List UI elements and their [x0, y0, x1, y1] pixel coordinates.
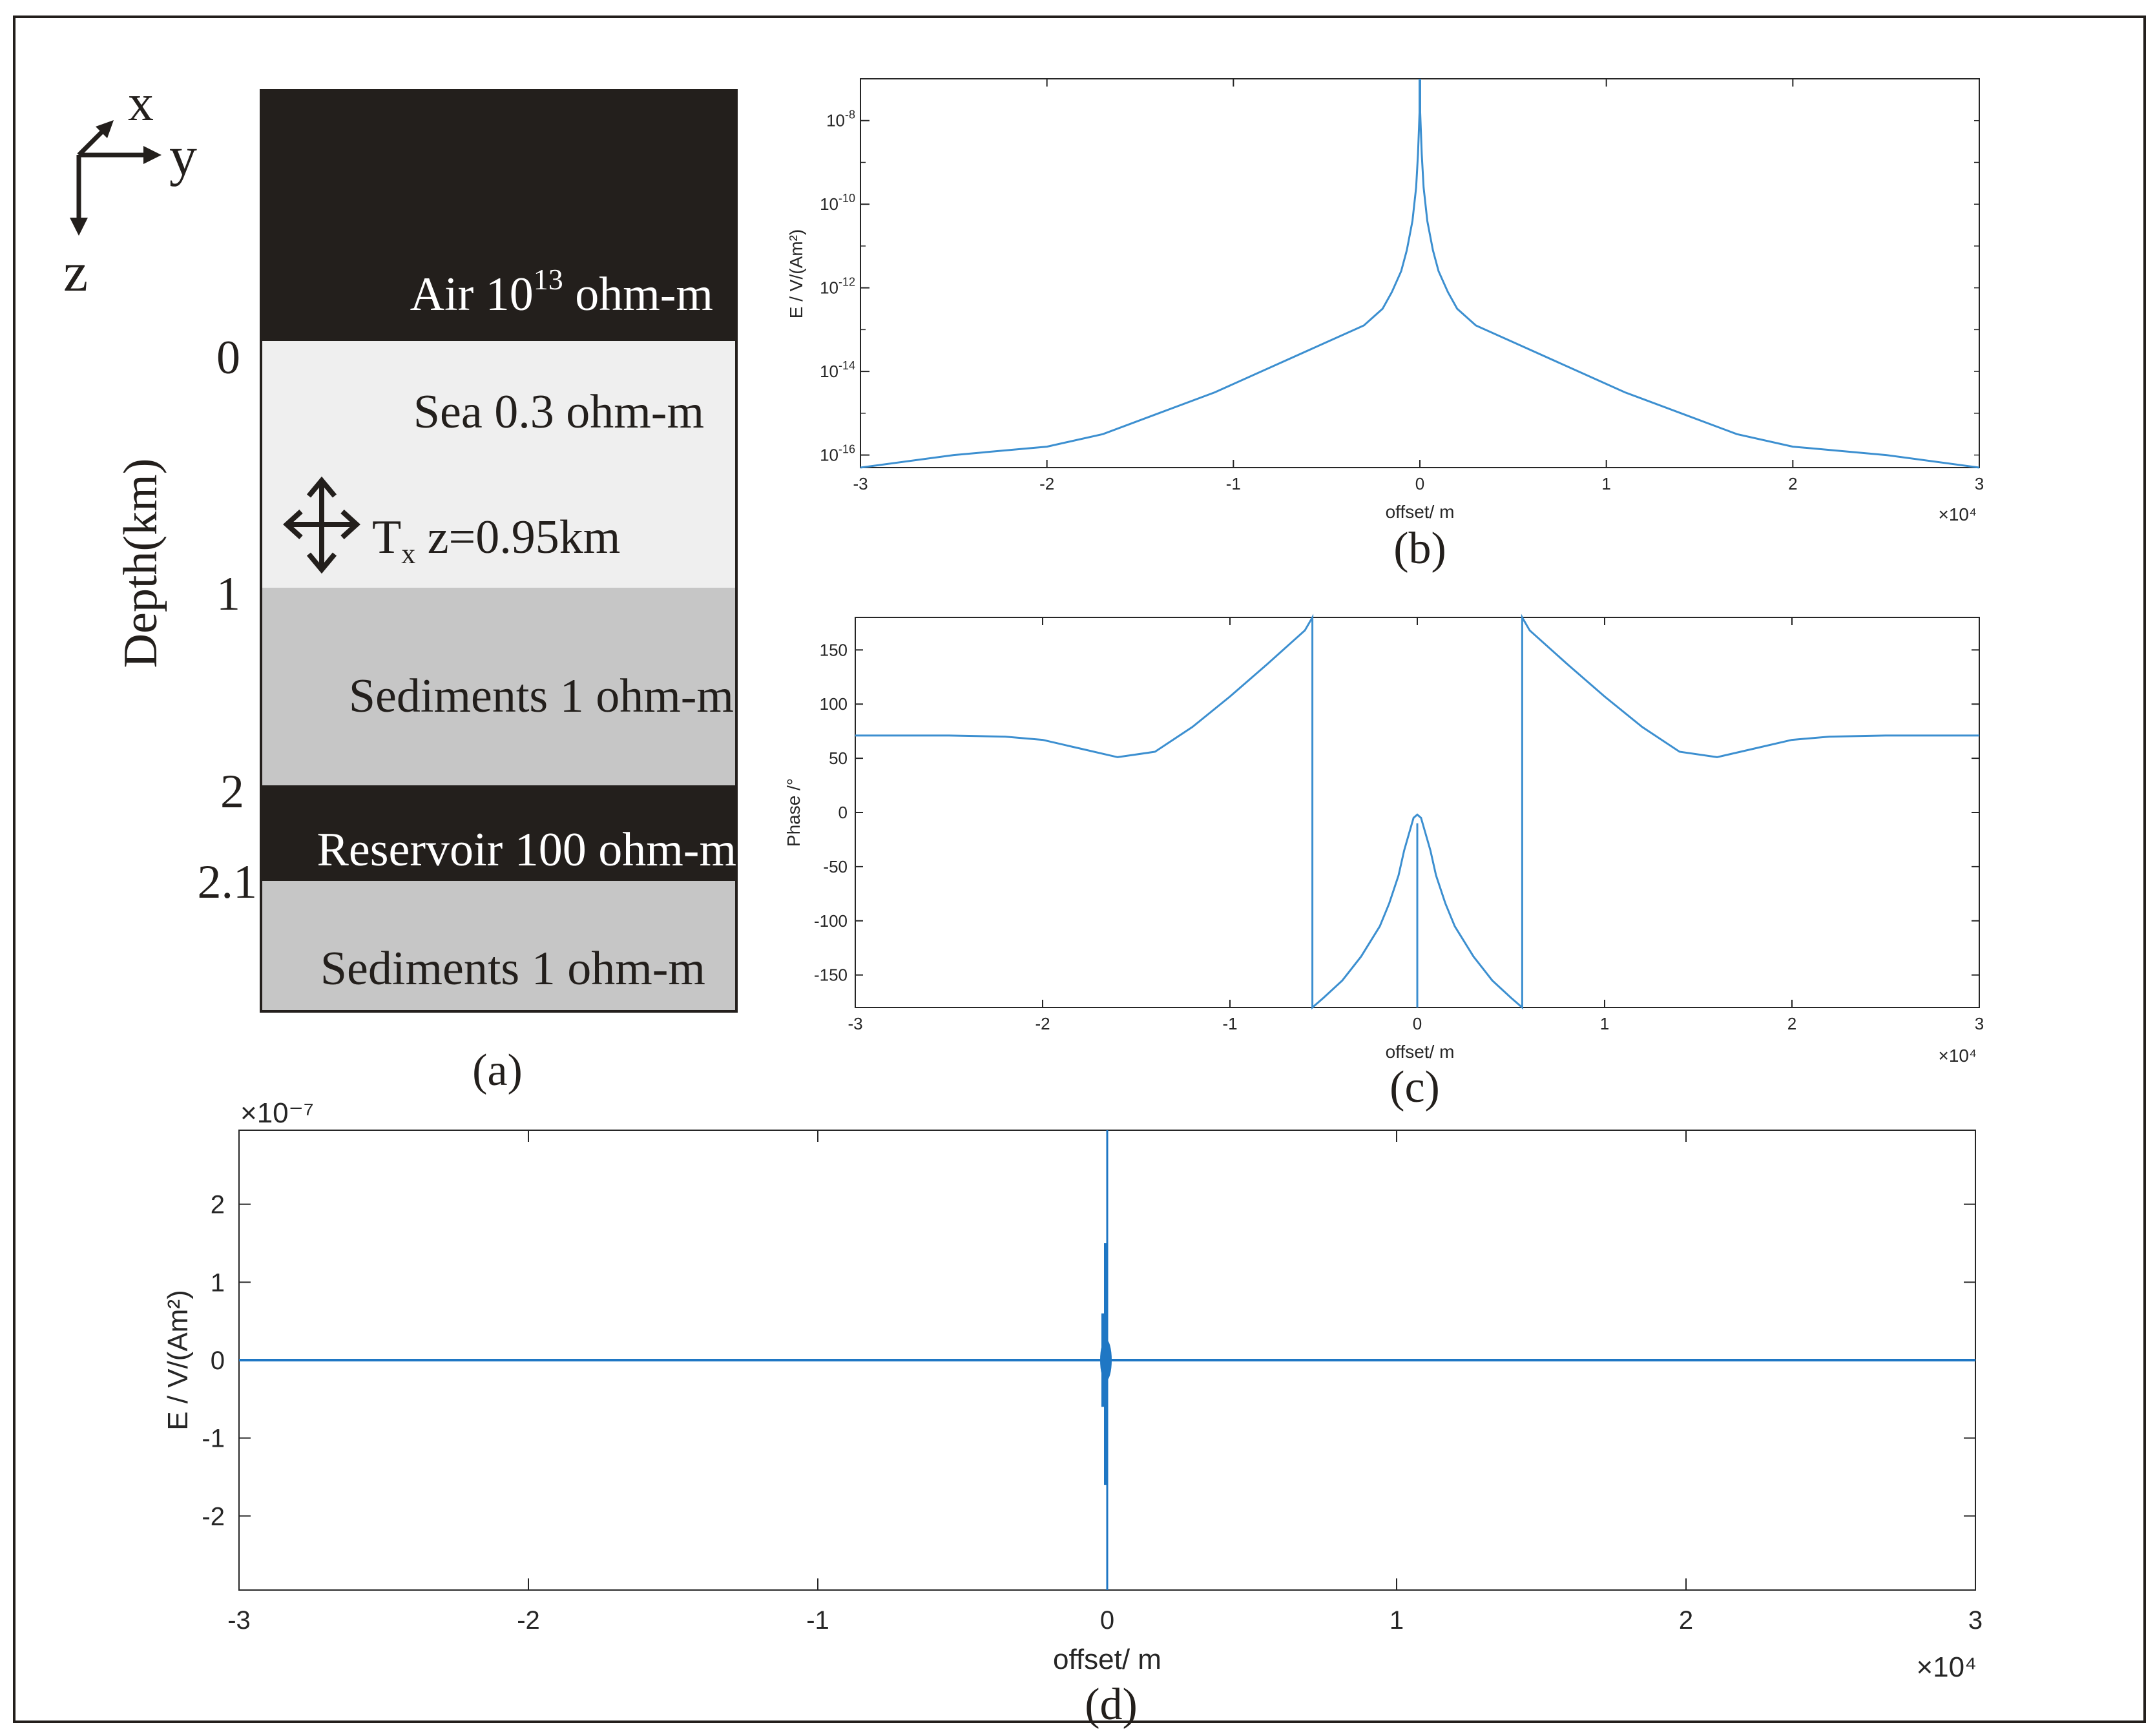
- chart-d-y-label: E / V/(Am²): [162, 1290, 194, 1431]
- chart-b-y-tick-label: 10-8: [826, 108, 855, 130]
- chart-b-x-tick-label: -3: [853, 474, 868, 493]
- chart-d-x-tick-label: 3: [1968, 1606, 1983, 1635]
- chart-b-series-line: [860, 103, 1980, 469]
- layer-air: [261, 90, 736, 341]
- chart-b-x-tick-label: 1: [1601, 474, 1610, 493]
- chart-d-y-tick-label: -1: [202, 1425, 225, 1453]
- chart-d-y-tick-label: 0: [211, 1347, 225, 1375]
- chart-b-x-label: offset/ m: [1386, 502, 1455, 522]
- chart-d-y-tick-label: 1: [211, 1268, 225, 1297]
- chart-d-x-label: offset/ m: [1053, 1644, 1161, 1675]
- chart-d-x-multiplier: ×10⁴: [1916, 1651, 1977, 1683]
- chart-c-x-tick-label: 3: [1975, 1014, 1984, 1033]
- y-axis-letter: y: [169, 125, 197, 187]
- chart-c-y-tick-label: 0: [838, 803, 848, 822]
- chart-c-series-line: [855, 614, 1979, 1010]
- chart-d-x-tick-label: 2: [1679, 1606, 1693, 1635]
- chart-d-y-tick-label: -2: [202, 1502, 225, 1531]
- coordinate-axes: [70, 120, 161, 236]
- depth-tick-0: 0: [216, 331, 240, 384]
- layer-label-sediments-lower: Sediments 1 ohm-m: [320, 942, 705, 995]
- chart-c-x-label: offset/ m: [1386, 1042, 1455, 1062]
- chart-b-x-tick-label: -2: [1039, 474, 1054, 493]
- chart-b-y-label: E / V/(Am²): [786, 229, 806, 318]
- panel-label-b: (b): [1393, 524, 1446, 574]
- depth-tick-2: 2: [220, 765, 244, 818]
- chart-b-x-tick-label: -1: [1226, 474, 1241, 493]
- transmitter-label: Tx z=0.95km: [372, 511, 620, 570]
- layer-label-air: Air 1013 ohm-m: [410, 263, 713, 321]
- panel-label-d: (d): [1085, 1680, 1138, 1730]
- chart-d-x-tick-label: -1: [806, 1606, 829, 1635]
- chart-c-y-label: Phase /°: [784, 778, 804, 847]
- layer-label-sea: Sea 0.3 ohm-m: [413, 386, 704, 439]
- chart-c-y-tick-label: 50: [829, 749, 848, 768]
- layer-sediments-upper: [261, 588, 736, 785]
- chart-d-y-tick-label: 2: [211, 1191, 225, 1219]
- panel-label-c: (c): [1390, 1062, 1440, 1112]
- chart-b-x-tick-label: 2: [1788, 474, 1797, 493]
- chart-d-x-tick-label: 0: [1100, 1606, 1114, 1635]
- panel-label-a: (a): [472, 1046, 523, 1095]
- chart-b-y-tick-label: 10-16: [820, 443, 855, 465]
- chart-d-x-tick-label: 1: [1390, 1606, 1404, 1635]
- chart-c-y-tick-label: 100: [820, 694, 848, 714]
- chart-b-x-tick-label: 0: [1415, 474, 1424, 493]
- depth-tick-1: 1: [216, 568, 240, 621]
- chart-c-y-tick-label: -100: [814, 911, 848, 931]
- transmitter-icon: [283, 476, 360, 574]
- chart-c-y-tick-label: -50: [823, 857, 848, 876]
- x-axis-letter: x: [128, 75, 154, 132]
- model-panel: x y z Air 1013 ohm-m Sea 0.3 ohm-m Sedim…: [63, 75, 738, 1095]
- chart-c-x-tick-label: 2: [1787, 1014, 1796, 1033]
- chart-d-oscillation-burst: [1100, 1130, 1112, 1590]
- chart-c-x-tick-label: -3: [848, 1014, 862, 1033]
- chart-c-y-tick-label: 150: [820, 640, 848, 659]
- layer-label-sediments-upper: Sediments 1 ohm-m: [349, 670, 734, 723]
- chart-b-plot-area: [860, 78, 1980, 468]
- chart-d-x-tick-label: -2: [517, 1606, 540, 1635]
- chart-c-y-tick-label: -150: [814, 966, 848, 985]
- chart-d-x-tick-label: -3: [227, 1606, 251, 1635]
- chart-b-y-tick-label: 10-14: [820, 359, 855, 381]
- model-border: [260, 89, 738, 1013]
- chart-c-x-tick-label: -1: [1222, 1014, 1237, 1033]
- layer-label-reservoir: Reservoir 100 ohm-m: [317, 823, 736, 876]
- chart-d-y-multiplier: ×10⁻⁷: [240, 1097, 314, 1129]
- chart-c-x-tick-label: -2: [1035, 1014, 1050, 1033]
- chart-b-x-tick-label: 3: [1975, 474, 1984, 493]
- layer-sediments-lower: [261, 881, 736, 1011]
- depth-axis-label: Depth(km): [114, 459, 167, 668]
- chart-b-x-multiplier: ×10⁴: [1938, 504, 1977, 524]
- depth-tick-2-1: 2.1: [198, 856, 258, 909]
- layer-reservoir: [261, 785, 736, 881]
- layer-sea: [261, 341, 736, 588]
- chart-b-y-tick-label: 10-10: [820, 192, 855, 214]
- chart-c-x-tick-label: 0: [1413, 1014, 1422, 1033]
- chart-b-y-tick-label: 10-12: [820, 276, 855, 298]
- chart-c-x-tick-label: 1: [1600, 1014, 1609, 1033]
- chart-c-x-multiplier: ×10⁴: [1938, 1046, 1977, 1066]
- chart-c: -3 -2 -1 0 1 2 3 150 100 50 0 -50 -100 -150 ×10⁴ offs…: [784, 614, 1984, 1112]
- chart-d: -3 -2 -1 0 1 2 3 2 1 0 -1 -2 ×10⁻⁷ ×10⁴ offset/ m E…: [162, 1097, 1983, 1730]
- z-axis-letter: z: [63, 241, 88, 303]
